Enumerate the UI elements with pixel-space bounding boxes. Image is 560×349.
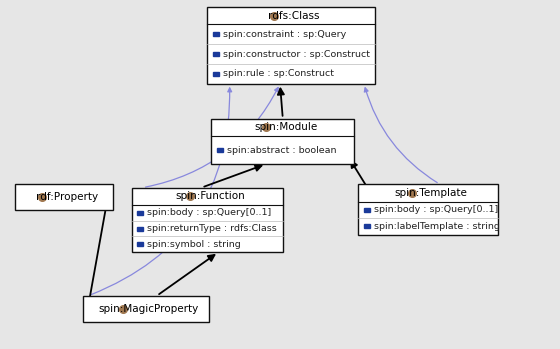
Text: spin:MagicProperty: spin:MagicProperty [98,304,199,314]
Text: spin:body : sp:Query[0..1]: spin:body : sp:Query[0..1] [374,205,498,214]
Text: spin:labelTemplate : string: spin:labelTemplate : string [374,222,500,231]
Text: spin:Module: spin:Module [254,122,317,132]
Bar [137,243,143,246]
Text: rdfs:Class: rdfs:Class [268,11,320,21]
Text: spin:Template: spin:Template [395,188,468,198]
Text: spin:symbol : string: spin:symbol : string [147,240,241,249]
Bar [137,211,143,215]
Bar [364,224,370,228]
Bar [137,227,143,231]
Bar [83,296,209,322]
Text: spin:abstract : boolean: spin:abstract : boolean [227,146,337,155]
Bar [212,119,354,164]
Bar [213,72,219,76]
Bar [132,188,283,252]
Text: spin:Function: spin:Function [175,191,245,201]
Text: spin:body : sp:Query[0..1]: spin:body : sp:Query[0..1] [147,208,272,217]
Text: rdf:Property: rdf:Property [36,192,98,202]
Text: spin:rule : sp:Construct: spin:rule : sp:Construct [223,69,334,79]
Text: spin:returnType : rdfs:Class: spin:returnType : rdfs:Class [147,224,277,233]
Bar [364,208,370,212]
Bar [16,184,113,210]
Bar [213,52,219,56]
Text: spin:constraint : sp:Query: spin:constraint : sp:Query [223,30,346,39]
Bar [213,32,219,36]
Bar [217,148,223,152]
Bar [358,184,498,235]
Bar [207,7,375,84]
Text: spin:constructor : sp:Construct: spin:constructor : sp:Construct [223,50,370,59]
